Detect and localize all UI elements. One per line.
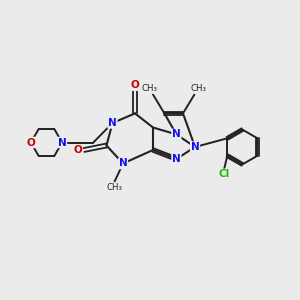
Text: N: N — [108, 118, 117, 128]
Text: N: N — [172, 154, 181, 164]
Text: O: O — [26, 137, 35, 148]
Text: N: N — [118, 158, 127, 169]
Text: CH₃: CH₃ — [142, 84, 158, 93]
Text: Cl: Cl — [219, 169, 230, 179]
Text: CH₃: CH₃ — [190, 84, 206, 93]
Text: O: O — [130, 80, 140, 90]
Text: O: O — [73, 145, 82, 155]
Text: N: N — [58, 137, 67, 148]
Text: N: N — [172, 129, 181, 140]
Text: N: N — [190, 142, 200, 152]
Text: CH₃: CH₃ — [106, 183, 123, 192]
